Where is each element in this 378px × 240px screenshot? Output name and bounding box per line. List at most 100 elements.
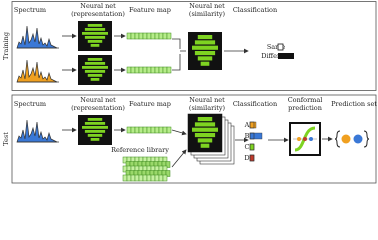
feature-cell [142,66,148,74]
class-label: Same [267,43,285,51]
class-label: Different [261,52,291,60]
diagram: Training Test Spectrum Neural net(represe… [2,1,377,184]
layer [194,40,216,45]
header: Conformal [288,96,323,104]
score [277,43,284,51]
feature-cell [126,32,132,40]
feature-cell [162,32,168,40]
training-panel [11,1,377,91]
header: Neural net [80,96,116,104]
layer [84,130,106,133]
feature-cell [142,32,148,40]
layer [82,126,108,129]
layer [197,35,213,40]
layer [197,56,213,61]
header: (representation) [71,10,125,18]
layer [82,66,108,69]
feature-cell [154,32,160,40]
feature-cell [142,126,148,134]
class-label: A [244,121,250,129]
feature-cell [162,126,168,134]
brace [363,130,370,148]
feature-cell [154,174,160,182]
layer [194,133,216,138]
header: Classification [233,100,277,108]
feature-cell [138,32,144,40]
feature-cell [166,66,172,74]
feature-cell [146,174,152,182]
layer [87,118,103,121]
feature-cell [150,66,156,74]
layer [192,45,218,50]
feature-cell [158,174,164,182]
feature-cell [150,126,156,134]
layer [84,36,106,39]
layer [84,122,106,125]
layer [87,40,103,43]
layer [200,143,210,148]
layer [84,70,106,73]
feature-cell [126,126,132,134]
score [278,53,294,59]
header: Spectrum [14,100,46,108]
feature-cell [126,66,132,74]
score-box [249,132,255,140]
feature-cell [158,32,164,40]
panel-label: Test [2,132,10,146]
header: Prediction set [331,100,377,108]
arrow [171,149,187,168]
feature-cell [146,32,152,40]
header: Spectrum [14,6,46,14]
layer [90,78,100,81]
feature-cell [142,174,148,182]
feature-cell [138,126,144,134]
feature-cell [134,66,140,74]
feature-cell [134,174,140,182]
layer [87,24,103,27]
layer [192,127,218,132]
feature-cell [122,174,128,182]
feature-cell [158,66,164,74]
header: (representation) [71,104,125,112]
header: Feature map [129,100,171,108]
arrow [171,129,187,136]
score [249,121,257,129]
feature-cell [162,66,168,74]
header: Feature map [129,6,171,14]
layer [90,138,100,141]
header: Neural net [80,2,116,10]
layer [87,134,103,137]
feature-cell [130,126,136,134]
score-box [249,121,255,129]
class-label: D [244,154,249,162]
feature-cell [165,161,171,168]
feature-cell [150,174,156,182]
feature-cell [130,66,136,74]
header: Classification [233,6,277,14]
feature-cell [146,126,152,134]
score-box [249,143,255,151]
feature-cell [138,174,144,182]
feature-cell [134,32,140,40]
score [249,132,263,140]
spectrum-fill [16,25,58,49]
header: Neural net [189,96,225,104]
point [297,137,301,141]
score-box [249,154,255,162]
feature-cell [166,126,172,134]
feature-cell [158,126,164,134]
feature-cell [166,32,172,40]
feature-cell [146,66,152,74]
feature-cell [165,170,171,177]
connector [172,38,186,71]
layer [194,51,216,56]
brace [334,130,341,148]
score [249,154,255,162]
feature-cell [134,126,140,134]
ref-label: Reference library [111,146,169,154]
layer [200,61,210,66]
test-panel [11,94,377,184]
class-label: B [245,132,250,140]
header: Neural net [189,2,225,10]
feature-cell [150,32,156,40]
